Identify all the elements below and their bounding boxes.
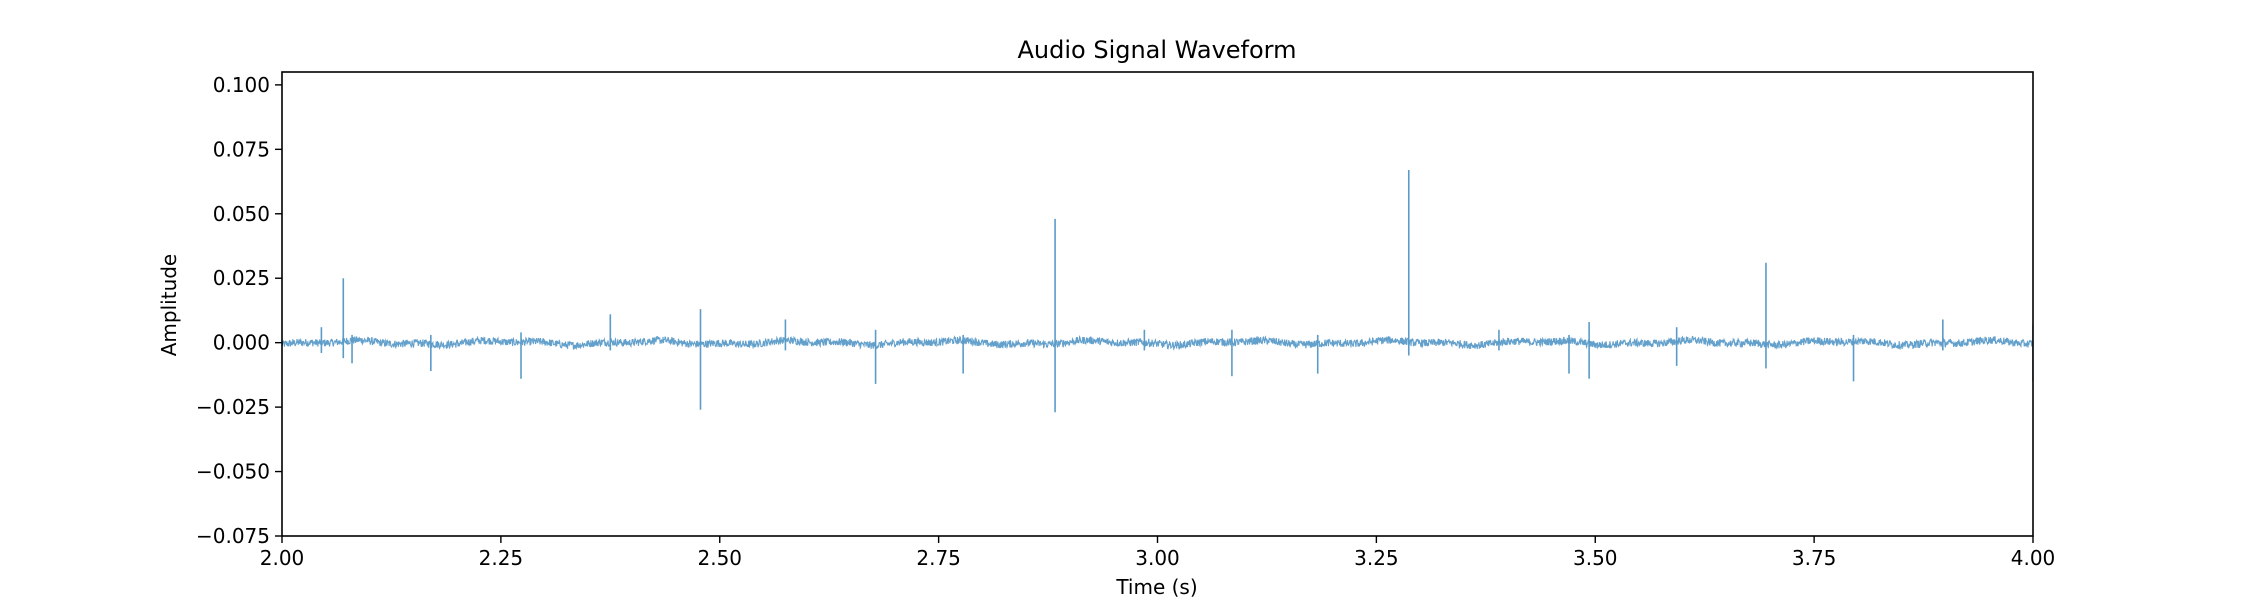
y-tick-label: 0.025 bbox=[213, 266, 270, 290]
y-axis-label: Amplitude bbox=[157, 254, 181, 357]
x-axis-label: Time (s) bbox=[1115, 575, 1197, 599]
y-tick-label: 0.000 bbox=[213, 331, 270, 355]
x-tick-label: 2.25 bbox=[479, 546, 524, 570]
y-tick-label: −0.025 bbox=[196, 395, 270, 419]
x-tick-label: 2.75 bbox=[916, 546, 961, 570]
x-tick-label: 3.75 bbox=[1792, 546, 1837, 570]
series-layer bbox=[282, 169, 2033, 413]
y-tick-label: 0.050 bbox=[213, 202, 270, 226]
x-tick-label: 3.00 bbox=[1135, 546, 1180, 570]
y-tick-label: −0.075 bbox=[196, 524, 270, 548]
x-tick-label: 3.50 bbox=[1573, 546, 1618, 570]
y-tick-label: 0.075 bbox=[213, 137, 270, 161]
y-tick-label: −0.050 bbox=[196, 460, 270, 484]
y-tick-label: 0.100 bbox=[213, 73, 270, 97]
waveform-line bbox=[282, 334, 2033, 351]
axes-layer: 2.00 2.25 2.50 2.75 3.00 3.25 3.50 3.75 4.00 −0.0… bbox=[196, 71, 2056, 570]
x-tick-label: 3.25 bbox=[1354, 546, 1399, 570]
chart-title: Audio Signal Waveform bbox=[1017, 36, 1296, 64]
x-tick-label: 2.00 bbox=[260, 546, 305, 570]
plot-frame bbox=[281, 71, 2034, 537]
x-tick-label: 4.00 bbox=[2011, 546, 2056, 570]
x-tick-label: 2.50 bbox=[697, 546, 742, 570]
